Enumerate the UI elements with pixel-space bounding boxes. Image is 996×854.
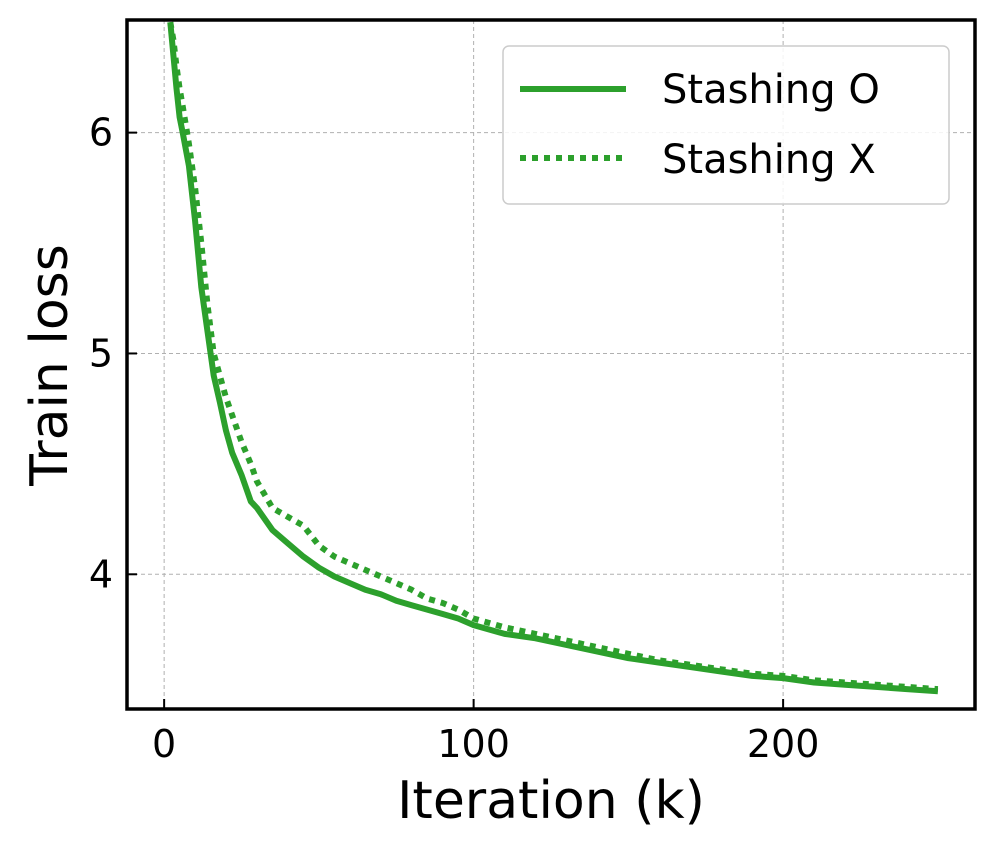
legend-label-stashing-x: Stashing X [662,137,876,183]
series-line-stashing-x [167,21,939,693]
x-axis-label: Iteration (k) [397,771,705,831]
x-tick-label: 200 [747,722,820,766]
legend-label-stashing-o: Stashing O [662,67,880,113]
y-tick-label: 6 [89,111,113,155]
ticks: 0 100 200 4 5 6 [89,111,820,766]
y-tick-label: 5 [89,331,113,375]
x-tick-label: 100 [437,722,510,766]
legend-box [502,45,950,205]
x-tick-label: 0 [152,722,176,766]
series-layer [167,21,939,695]
plot-frame [125,18,977,711]
legend: Stashing O Stashing X [502,45,950,205]
y-axis-label: Train loss [20,244,80,487]
y-tick-label: 4 [89,552,113,596]
